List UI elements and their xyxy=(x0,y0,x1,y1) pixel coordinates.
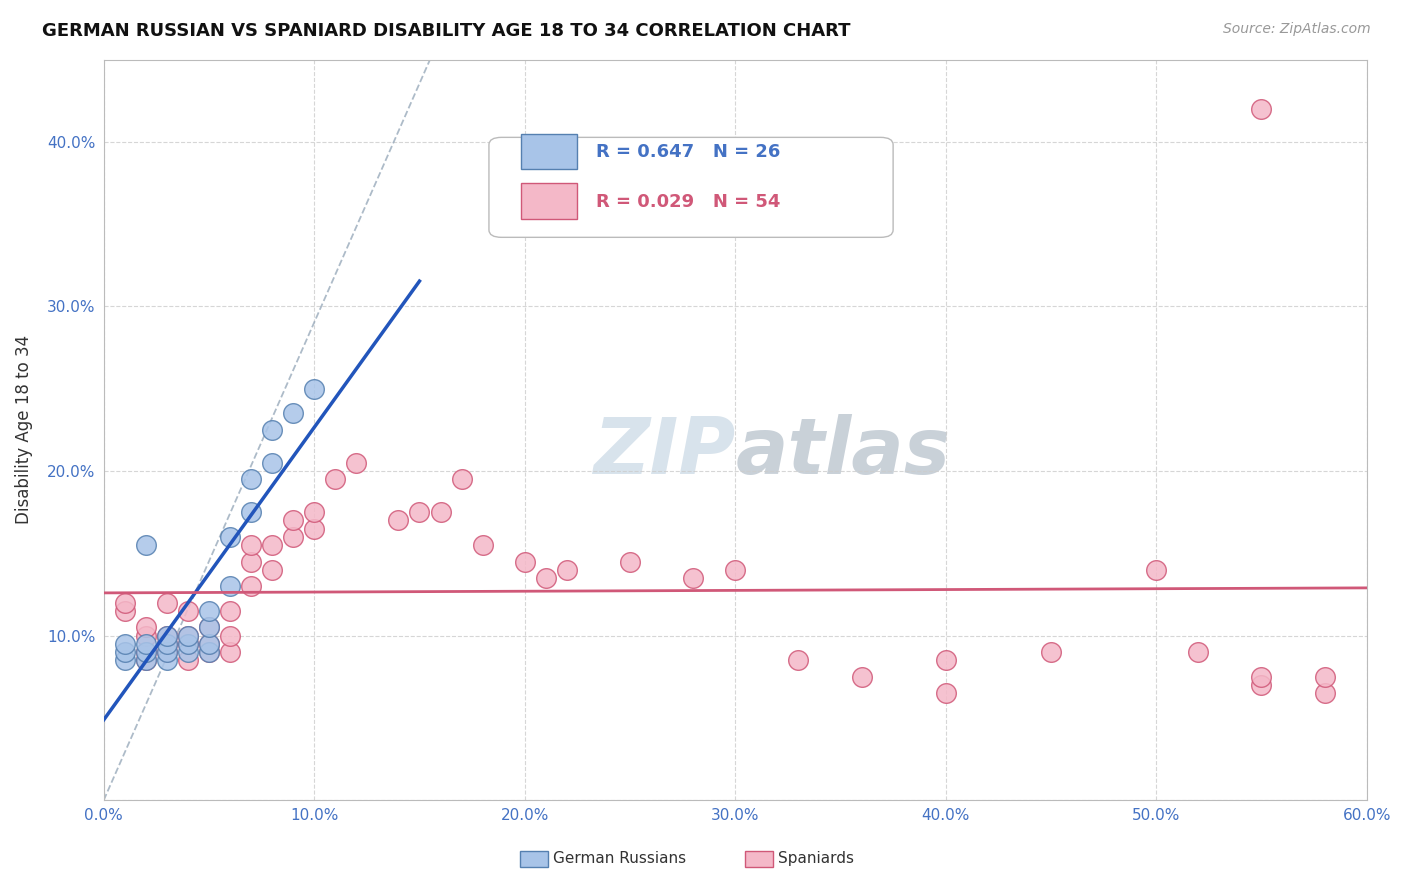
Point xyxy=(156,596,179,610)
Point xyxy=(1313,686,1336,700)
Point xyxy=(198,637,221,651)
Point xyxy=(240,538,263,552)
Point xyxy=(302,505,325,519)
Text: German Russians: German Russians xyxy=(553,852,686,866)
Point xyxy=(935,653,957,667)
Point xyxy=(156,653,179,667)
Point xyxy=(935,686,957,700)
Point xyxy=(450,472,472,486)
Text: R = 0.647   N = 26: R = 0.647 N = 26 xyxy=(596,144,780,161)
Point xyxy=(135,653,157,667)
Point xyxy=(724,563,747,577)
Point xyxy=(198,620,221,634)
Point xyxy=(114,653,136,667)
Point xyxy=(156,637,179,651)
Point xyxy=(114,596,136,610)
Point xyxy=(135,538,157,552)
Point xyxy=(156,645,179,659)
Point xyxy=(1187,645,1209,659)
Point xyxy=(177,629,200,643)
Point xyxy=(240,555,263,569)
Point xyxy=(177,645,200,659)
Point xyxy=(513,555,536,569)
Point xyxy=(156,629,179,643)
Point xyxy=(240,505,263,519)
Point xyxy=(114,604,136,618)
Point xyxy=(619,555,641,569)
Text: atlas: atlas xyxy=(735,414,950,490)
Bar xyxy=(520,134,578,169)
Point xyxy=(1250,678,1272,692)
Point xyxy=(262,538,284,552)
Point xyxy=(387,513,409,527)
Point xyxy=(135,637,157,651)
Point xyxy=(1144,563,1167,577)
Y-axis label: Disability Age 18 to 34: Disability Age 18 to 34 xyxy=(15,335,32,524)
Point xyxy=(302,382,325,396)
Text: Source: ZipAtlas.com: Source: ZipAtlas.com xyxy=(1223,22,1371,37)
Point xyxy=(262,456,284,470)
Text: ZIP: ZIP xyxy=(593,414,735,490)
Point xyxy=(177,637,200,651)
Point xyxy=(156,645,179,659)
Text: R = 0.029   N = 54: R = 0.029 N = 54 xyxy=(596,193,780,211)
Point xyxy=(302,522,325,536)
Point xyxy=(198,637,221,651)
Point xyxy=(262,423,284,437)
Point xyxy=(219,645,242,659)
Point xyxy=(135,645,157,659)
Point xyxy=(219,530,242,544)
Point xyxy=(555,563,578,577)
Point xyxy=(135,620,157,634)
Point xyxy=(177,637,200,651)
Text: GERMAN RUSSIAN VS SPANIARD DISABILITY AGE 18 TO 34 CORRELATION CHART: GERMAN RUSSIAN VS SPANIARD DISABILITY AG… xyxy=(42,22,851,40)
Point xyxy=(851,670,873,684)
Point xyxy=(177,604,200,618)
Point xyxy=(156,637,179,651)
Point xyxy=(429,505,451,519)
Point xyxy=(323,472,346,486)
Point xyxy=(135,629,157,643)
Point xyxy=(177,653,200,667)
Text: Spaniards: Spaniards xyxy=(778,852,853,866)
Point xyxy=(114,645,136,659)
Point xyxy=(135,653,157,667)
Point xyxy=(344,456,367,470)
Point xyxy=(219,629,242,643)
Point xyxy=(219,579,242,593)
Point xyxy=(682,571,704,585)
Point xyxy=(262,563,284,577)
Point xyxy=(408,505,430,519)
Point xyxy=(1040,645,1063,659)
Point xyxy=(240,579,263,593)
Point xyxy=(198,620,221,634)
Bar xyxy=(520,183,578,219)
Point xyxy=(283,406,305,420)
Point xyxy=(198,645,221,659)
Point xyxy=(283,530,305,544)
Point xyxy=(114,637,136,651)
Point xyxy=(135,645,157,659)
Point xyxy=(198,645,221,659)
Point xyxy=(283,513,305,527)
Point xyxy=(177,629,200,643)
Point xyxy=(1313,670,1336,684)
Point xyxy=(219,604,242,618)
Point xyxy=(240,472,263,486)
Point xyxy=(198,604,221,618)
FancyBboxPatch shape xyxy=(489,137,893,237)
Point xyxy=(156,629,179,643)
Point xyxy=(1250,670,1272,684)
Point xyxy=(471,538,494,552)
Point xyxy=(787,653,810,667)
Point xyxy=(534,571,557,585)
Point xyxy=(1250,102,1272,116)
